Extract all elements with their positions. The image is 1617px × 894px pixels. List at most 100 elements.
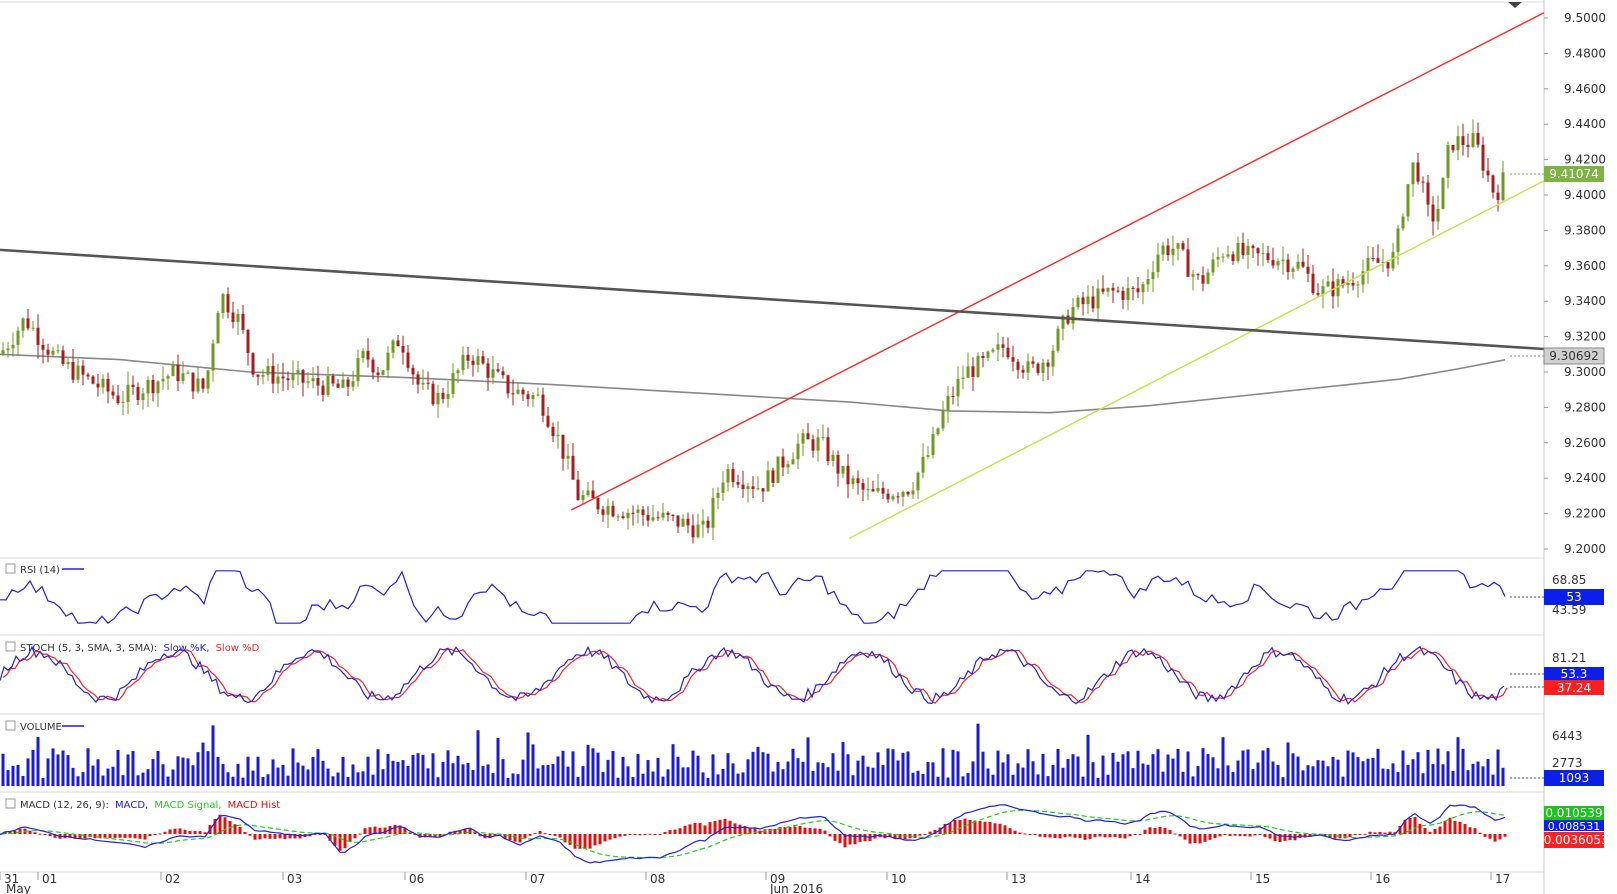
candle-body (1396, 228, 1400, 252)
volume-bar (641, 773, 645, 786)
volume-bar (1411, 759, 1415, 786)
volume-bar (436, 777, 440, 786)
price-tick-label: 9.3000 (1564, 365, 1606, 379)
candle-body (766, 470, 770, 492)
candle-body (1196, 274, 1200, 276)
macd-hist-bar (423, 834, 427, 838)
candle-body (86, 374, 90, 377)
volume-bar (1081, 776, 1085, 786)
stoch-label-prefix: STOCH (5, 3, SMA, 3, SMA): (20, 643, 157, 654)
macd-hist-bar (1168, 830, 1172, 834)
rsi-collapse-icon[interactable] (5, 563, 16, 574)
volume-panel: VOLUME 6443 2773 1093 (1, 720, 1604, 786)
macd-hist-bar (93, 834, 97, 839)
volume-bar (86, 748, 90, 786)
macd-hist-bar (1353, 834, 1357, 836)
macd-hist-bar (203, 832, 207, 834)
candle-body (51, 350, 55, 355)
macd-hist-bar (1423, 827, 1427, 834)
macd-hist-bar (318, 834, 322, 835)
volume-bar (61, 750, 65, 786)
volume-bar (226, 772, 230, 786)
macd-hist-bar (28, 830, 32, 834)
macd-hist-bar (1203, 834, 1207, 842)
volume-bar (311, 757, 315, 786)
macd-hist-bar (903, 834, 907, 840)
volume-bar (1481, 766, 1485, 786)
macd-hist-bar (828, 834, 832, 837)
candle-body (896, 496, 900, 498)
volume-bar (31, 749, 35, 786)
candles (1, 119, 1505, 544)
macd-hist-bar (1173, 833, 1177, 835)
volume-bar (626, 766, 630, 786)
candle-body (1121, 290, 1125, 300)
candle-body (231, 312, 235, 322)
candle-body (431, 383, 435, 405)
volume-bar (1156, 749, 1160, 786)
candle-body (341, 379, 345, 388)
candle-body (1266, 253, 1270, 261)
price-tick-label: 9.2000 (1564, 542, 1606, 556)
volume-bar (981, 751, 985, 786)
macd-top-value: 0.010539 (1545, 806, 1602, 820)
candle-body (491, 369, 495, 378)
volume-bar (391, 760, 395, 786)
volume-bar (741, 772, 745, 786)
trendline-support-yellow[interactable] (848, 180, 1545, 540)
scroll-marker-icon[interactable] (1508, 2, 1522, 8)
macd-hist-bar (793, 826, 797, 834)
candle-body (346, 379, 350, 387)
macd-hist-bar (353, 834, 357, 839)
macd-hist-bar (568, 834, 572, 845)
volume-bar (911, 772, 915, 786)
macd-hist-bar (1068, 834, 1072, 837)
volume-collapse-icon[interactable] (5, 720, 16, 731)
macd-hist-bar (693, 822, 697, 834)
macd-hist-bar (783, 827, 787, 834)
macd-hist-bar (503, 834, 507, 839)
candle-body (1296, 261, 1300, 269)
volume-bar (1121, 754, 1125, 786)
candle-body (1486, 170, 1490, 176)
trendline-resistance-red[interactable] (570, 12, 1545, 511)
macd-hist-bar (73, 834, 77, 839)
macd-label-hist: MACD Hist (228, 800, 281, 811)
macd-hist-bar (1453, 820, 1457, 834)
macd-hist-bar (1268, 834, 1272, 839)
candle-body (976, 355, 980, 378)
volume-bar (596, 752, 600, 786)
macd-hist-bar (223, 817, 227, 834)
macd-hist-bar (1023, 833, 1027, 835)
candle-body (536, 394, 540, 396)
trendline-long-gray[interactable] (0, 248, 1545, 351)
volume-bar (1261, 750, 1265, 786)
candle-body (1041, 362, 1045, 373)
volume-bar (991, 774, 995, 786)
macd-hist-bar (553, 834, 557, 837)
macd-collapse-icon[interactable] (5, 798, 16, 809)
macd-label-signal: MACD Signal, (154, 800, 221, 811)
stoch-collapse-icon[interactable] (5, 641, 16, 652)
macd-mid-box (1544, 820, 1604, 831)
volume-bar (481, 766, 485, 786)
volume-bar (1486, 758, 1490, 786)
candle-body (366, 350, 370, 360)
volume-bar (1021, 767, 1025, 786)
candle-body (91, 376, 95, 384)
candle-body (326, 375, 330, 395)
candle-body (241, 313, 245, 330)
volume-bar (256, 756, 260, 786)
volume-bar (1286, 742, 1290, 786)
candle-body (136, 387, 140, 400)
volume-bar (161, 764, 165, 786)
date-tick-label: 17 (1495, 872, 1510, 886)
candle-body (836, 454, 840, 474)
stoch-label-k: Slow %K, (164, 643, 210, 654)
candle-body (1276, 261, 1280, 266)
candle-body (816, 437, 820, 451)
candle-body (1291, 268, 1295, 273)
volume-bar (1451, 770, 1455, 786)
candle-body (1061, 315, 1065, 329)
macd-hist-bar (583, 834, 587, 850)
